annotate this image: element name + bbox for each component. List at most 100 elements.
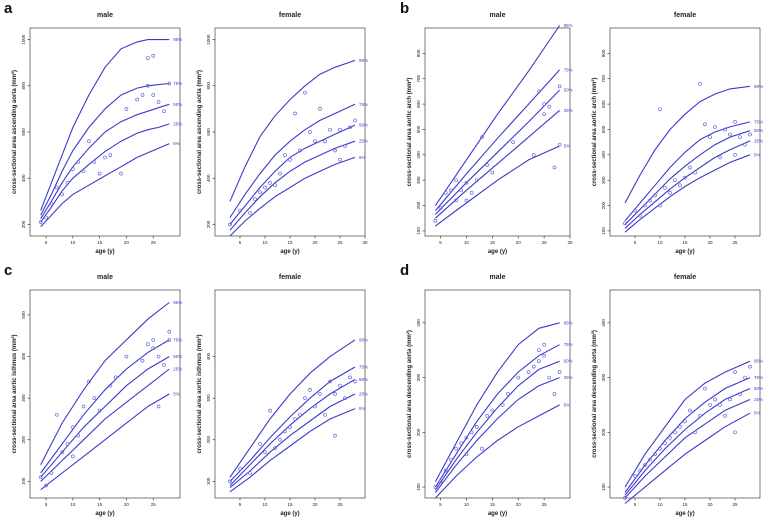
chart-c-female-point bbox=[318, 392, 322, 396]
chart-b-male-point bbox=[480, 135, 484, 139]
chart-a-male-ytick-label: 200 bbox=[21, 220, 26, 228]
chart-d-female-label-75%: 75% bbox=[754, 375, 763, 380]
chart-c-female-ytick-label: 200 bbox=[206, 436, 211, 444]
chart-a-male-curve-50% bbox=[40, 103, 170, 219]
chart-c-male-point bbox=[49, 471, 54, 475]
chart-d-male-point bbox=[490, 408, 495, 413]
chart-a-female-xtick-label: 25 bbox=[337, 240, 343, 245]
chart-a-female-point bbox=[343, 144, 347, 148]
chart-b-female-point bbox=[673, 178, 677, 183]
chart-d-female-point bbox=[653, 452, 657, 457]
chart-d-male-point bbox=[506, 392, 510, 396]
chart-c-female-point bbox=[348, 375, 352, 380]
chart-c-male-point bbox=[44, 483, 48, 488]
chart-b-male-point bbox=[490, 170, 495, 175]
chart-c-male-label-50%: 50% bbox=[173, 354, 182, 359]
chart-a-male-point bbox=[71, 167, 75, 171]
chart-c-male-point bbox=[167, 338, 172, 342]
chart-c-female-xtick-label: 15 bbox=[287, 502, 293, 507]
chart-d-female-point bbox=[743, 375, 747, 380]
chart-d-male-label-5%: 5% bbox=[564, 402, 571, 407]
chart-a-male-curve-75% bbox=[40, 82, 170, 216]
chart-c-male-point bbox=[108, 383, 113, 388]
chart-c-male-point bbox=[151, 338, 156, 342]
chart-c-female-point bbox=[273, 446, 277, 450]
chart-b-female-point bbox=[733, 152, 737, 157]
chart-b-male-xtick-label: 25 bbox=[542, 240, 548, 245]
chart-c-female-label-50%: 50% bbox=[359, 377, 368, 382]
chart-a-female-point bbox=[353, 118, 357, 123]
chart-a-female-label-50%: 50% bbox=[359, 123, 368, 128]
chart-a-male-label-95%: 95% bbox=[173, 37, 182, 42]
chart-d-female-label-50%: 50% bbox=[754, 386, 763, 391]
chart-d-male-xtick-label: 10 bbox=[464, 502, 470, 507]
chart-a-female-point bbox=[328, 127, 332, 132]
chart-d-female-curve-50% bbox=[624, 387, 751, 496]
chart-c-male-ytick-label: 100 bbox=[21, 477, 26, 485]
chart-c-female-point bbox=[308, 387, 312, 392]
chart-c-female-point bbox=[338, 383, 342, 388]
chart-d-male-point bbox=[469, 430, 474, 435]
chart-c-female-label-75%: 75% bbox=[359, 364, 368, 369]
chart-a-male-title: male bbox=[97, 12, 113, 19]
chart-b-male-xtick-label: 20 bbox=[516, 240, 522, 245]
chart-a-female-point bbox=[293, 111, 297, 116]
chart-d-female-xtick-label: 15 bbox=[682, 502, 688, 507]
chart-a-female-xtick-label: 30 bbox=[362, 240, 368, 245]
chart-d-male-label-95%: 95% bbox=[564, 320, 573, 325]
chart-c-female-point bbox=[333, 433, 337, 438]
chart-d-female-point bbox=[748, 364, 752, 369]
chart-a-female-point bbox=[238, 208, 242, 213]
chart-a-male-curve-95% bbox=[40, 39, 170, 211]
chart-a-female-point bbox=[248, 211, 252, 215]
chart-d-female-ytick-label: 300 bbox=[601, 373, 606, 381]
chart-d-female-point bbox=[698, 414, 702, 418]
chart-d-female-label-95%: 95% bbox=[754, 359, 763, 364]
chart-c-male-point bbox=[124, 354, 129, 359]
chart-a-male-point bbox=[65, 180, 70, 185]
chart-a-female-curve-5% bbox=[229, 156, 356, 237]
chart-a-female-label-5%: 5% bbox=[359, 155, 366, 160]
chart-d-male-xtick-label: 20 bbox=[516, 502, 522, 507]
chart-d-female-xtick-label: 20 bbox=[707, 502, 713, 507]
chart-a-male-point bbox=[97, 171, 102, 176]
chart-c-male-xtick-label: 15 bbox=[97, 502, 103, 507]
chart-b-female-point bbox=[703, 122, 707, 127]
chart-d-male-label-50%: 50% bbox=[564, 359, 573, 364]
chart-b-female-point bbox=[658, 107, 662, 112]
chart-b-male-curve-5% bbox=[435, 145, 560, 227]
chart-a-male-point bbox=[140, 93, 145, 97]
chart-c-female-point bbox=[328, 379, 332, 384]
chart-b-male-ytick-label: 100 bbox=[416, 227, 421, 235]
chart-a-female-xtick-label: 20 bbox=[312, 240, 318, 245]
chart-b-female-point bbox=[678, 183, 682, 188]
chart-c-male-ytick-label: 400 bbox=[21, 352, 26, 360]
chart-b-male-curve-75% bbox=[434, 69, 561, 211]
chart-c-male-point bbox=[76, 433, 81, 438]
chart-a-male-point bbox=[54, 185, 59, 190]
chart-b-male-point bbox=[542, 102, 546, 106]
chart-d-female-ytick-label: 200 bbox=[601, 428, 606, 436]
chart-b-female-point bbox=[743, 142, 747, 147]
chart-c-male-xtick-label: 10 bbox=[70, 502, 76, 507]
chart-b-female-xlabel: age (y) bbox=[675, 249, 694, 255]
chart-c-male-point bbox=[162, 363, 166, 367]
chart-a-female-point bbox=[318, 107, 322, 111]
chart-a-male-ytick-label: 400 bbox=[21, 174, 26, 182]
chart-c-female-point bbox=[283, 429, 287, 434]
chart-d-female-point bbox=[648, 457, 652, 462]
chart-b-male-point bbox=[511, 140, 515, 144]
chart-b-male-point bbox=[485, 163, 489, 167]
chart-a-male-point bbox=[146, 83, 150, 88]
chart-b-female-curve-50% bbox=[624, 130, 751, 225]
chart-a-female-point bbox=[258, 190, 262, 194]
chart-c-female-curve-50% bbox=[229, 378, 356, 486]
chart-c-male-curve-50% bbox=[40, 356, 170, 478]
chart-b-female-curve-95% bbox=[624, 85, 751, 204]
chart-b-male-point bbox=[557, 142, 562, 147]
chart-a-female-point bbox=[283, 153, 287, 157]
chart-c-male-point bbox=[38, 475, 43, 480]
chart-b-female-ylabel: cross-sectional area aortic arch (mm²) bbox=[591, 78, 598, 187]
chart-c-female-xtick-label: 25 bbox=[337, 502, 343, 507]
chart-d-male-point bbox=[542, 342, 546, 347]
